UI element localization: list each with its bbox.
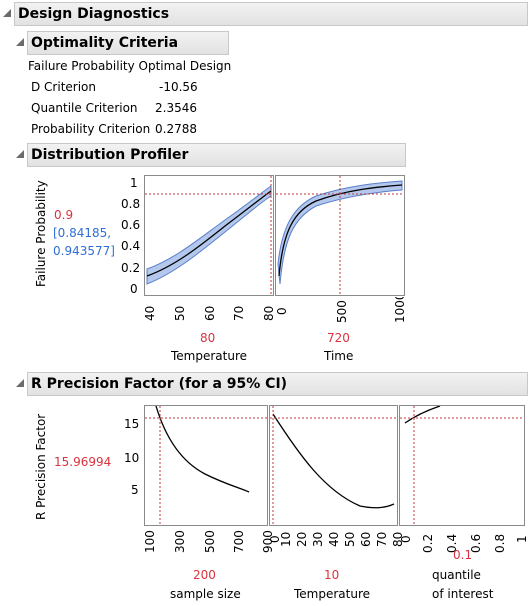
failure-probability-current-value: 0.9: [54, 208, 74, 222]
failure-probability-ci-lower: [0.84185,: [53, 226, 112, 240]
precision-temperature-current-value[interactable]: 10: [324, 568, 340, 582]
quantile-profile-plot[interactable]: [399, 405, 525, 526]
pt-xtick-0: 0: [268, 535, 282, 543]
fp-ytick-4: 0.8: [121, 197, 141, 211]
failure-probability-axis-label: Failure Probability: [34, 180, 48, 287]
design-name-label: Failure Probability Optimal Design: [28, 59, 232, 73]
pf-ytick-10: 10: [124, 451, 140, 465]
q-xtick-0.6: 0.6: [469, 534, 483, 553]
precision-factor-title: R Precision Factor (for a 95% CI): [31, 376, 288, 392]
time-profile-plot[interactable]: [275, 175, 405, 296]
time-curve: [278, 184, 403, 277]
optimality-criteria-title: Optimality Criteria: [31, 35, 179, 51]
fp-ytick-0: 0: [130, 282, 138, 296]
sample-size-profile-plot[interactable]: [144, 405, 268, 526]
temp-xtick-40: 40: [143, 306, 157, 321]
time-axis-label: Time: [324, 349, 354, 363]
fp-ytick-1: 0.2: [121, 261, 141, 275]
pt-xtick-80: 80: [391, 532, 405, 547]
temperature-profile-plot[interactable]: [144, 175, 274, 296]
temp-xtick-50: 50: [173, 306, 187, 321]
design-diagnostics-disclosure-icon[interactable]: [2, 8, 14, 20]
fp-ytick-3: 0.6: [121, 218, 141, 232]
quantile-criterion-value: 2.3546: [155, 101, 197, 115]
failure-probability-ci-upper: 0.943577]: [53, 244, 115, 258]
sample-size-axis-label: sample size: [170, 587, 241, 601]
time-xtick-500: 500: [335, 300, 349, 323]
pf-ytick-15: 15: [124, 417, 140, 431]
pt-xtick-60: 60: [359, 532, 373, 547]
q-xtick-1: 1: [515, 535, 529, 543]
temp-xtick-60: 60: [203, 306, 217, 321]
d-criterion-value: -10.56: [159, 80, 198, 94]
design-diagnostics-title: Design Diagnostics: [18, 6, 170, 22]
pf-ytick-5: 5: [131, 483, 139, 497]
fp-ytick-5: 1: [130, 176, 138, 190]
pt-xtick-10: 10: [279, 532, 293, 547]
quantile-current-value[interactable]: 0.1: [453, 548, 473, 562]
profiler-x-ticks: 40 50 60 70 80 0 500 1000: [143, 297, 407, 323]
distribution-profiler-disclosure-icon[interactable]: [15, 149, 27, 161]
precision-temperature-profile-plot[interactable]: [269, 405, 398, 526]
probability-criterion-label: Probability Criterion: [31, 122, 151, 136]
ss-xtick-900: 900: [261, 530, 275, 553]
probability-criterion-value: 0.2788: [155, 122, 197, 136]
precision-temperature-axis-label: Temperature: [294, 587, 371, 601]
quantile-criterion-label: Quantile Criterion: [31, 101, 138, 115]
temperature-current-value[interactable]: 80: [200, 331, 216, 345]
design-diagnostics-header[interactable]: Design Diagnostics: [14, 2, 528, 26]
q-xtick-0: 0: [399, 535, 413, 543]
ss-xtick-700: 700: [232, 530, 246, 553]
precision-factor-current-value: 15.96994: [54, 455, 112, 469]
d-criterion-label: D Criterion: [31, 80, 97, 94]
precision-factor-header[interactable]: R Precision Factor (for a 95% CI): [27, 372, 528, 396]
temperature-axis-label: Temperature: [171, 349, 248, 363]
ss-xtick-500: 500: [203, 530, 217, 553]
fp-ytick-2: 0.4: [121, 239, 141, 253]
ss-xtick-300: 300: [173, 530, 187, 553]
distribution-profiler-title: Distribution Profiler: [31, 147, 189, 163]
sample-size-curve: [155, 405, 250, 493]
time-xtick-0: 0: [275, 307, 289, 315]
precision-disclosure-icon[interactable]: [15, 378, 27, 390]
quantile-curve: [404, 405, 441, 424]
time-current-value[interactable]: 720: [327, 331, 350, 345]
quantile-axis-label-line1: quantile: [432, 568, 481, 582]
pt-xtick-50: 50: [343, 532, 357, 547]
ss-xtick-100: 100: [143, 530, 157, 553]
temp-xtick-70: 70: [232, 306, 246, 321]
precision-factor-axis-label: R Precision Factor: [34, 413, 48, 520]
pt-xtick-70: 70: [375, 532, 389, 547]
optimality-criteria-header[interactable]: Optimality Criteria: [27, 31, 229, 55]
pt-xtick-40: 40: [327, 532, 341, 547]
temperature-ci-band: [146, 185, 272, 285]
sample-size-current-value[interactable]: 200: [193, 568, 216, 582]
q-xtick-0.2: 0.2: [421, 534, 435, 553]
time-xtick-1000: 1000: [393, 297, 407, 323]
pt-xtick-20: 20: [295, 532, 309, 547]
temp-xtick-80: 80: [262, 306, 276, 321]
temperature-curve: [146, 190, 272, 277]
distribution-profiler-header[interactable]: Distribution Profiler: [27, 143, 406, 167]
quantile-axis-label-line2: of interest: [432, 587, 494, 601]
precision-x-ticks: 100 300 500 700 900 0 10 20 30 40 50 60 …: [143, 530, 529, 553]
q-xtick-0.8: 0.8: [493, 534, 507, 553]
optimality-disclosure-icon[interactable]: [15, 37, 27, 49]
time-ci-band: [277, 180, 403, 285]
precision-temperature-curve: [272, 413, 395, 509]
q-xtick-0.4: 0.4: [445, 534, 459, 553]
pt-xtick-30: 30: [311, 532, 325, 547]
